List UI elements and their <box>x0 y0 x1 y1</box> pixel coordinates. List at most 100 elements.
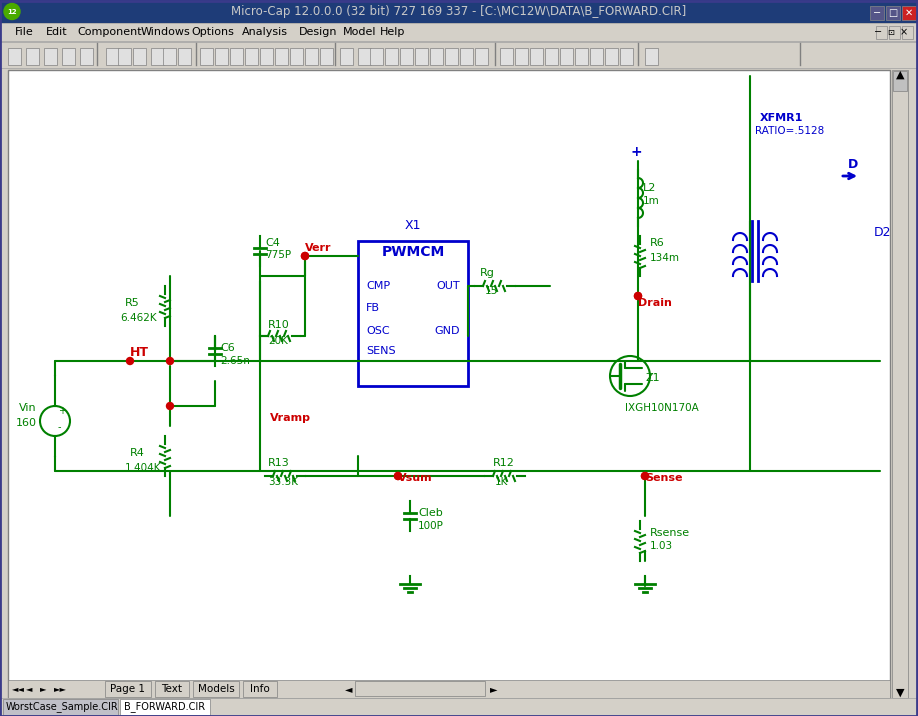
Text: 1K: 1K <box>495 477 509 487</box>
FancyBboxPatch shape <box>0 23 918 41</box>
FancyBboxPatch shape <box>43 47 57 64</box>
Text: RATIO=.5128: RATIO=.5128 <box>755 126 824 136</box>
Text: Model: Model <box>342 27 376 37</box>
Circle shape <box>642 473 648 480</box>
Text: Z1: Z1 <box>645 373 660 383</box>
Circle shape <box>395 473 401 480</box>
FancyBboxPatch shape <box>155 681 189 697</box>
Text: IXGH10N170A: IXGH10N170A <box>625 403 699 413</box>
FancyBboxPatch shape <box>544 47 557 64</box>
FancyBboxPatch shape <box>305 47 318 64</box>
Circle shape <box>127 357 133 364</box>
FancyBboxPatch shape <box>151 47 163 64</box>
FancyBboxPatch shape <box>193 681 239 697</box>
Text: Options: Options <box>191 27 234 37</box>
FancyBboxPatch shape <box>8 70 890 698</box>
FancyBboxPatch shape <box>475 47 487 64</box>
FancyBboxPatch shape <box>370 47 383 64</box>
Text: D2: D2 <box>874 226 891 239</box>
Text: Vramp: Vramp <box>270 413 311 423</box>
FancyBboxPatch shape <box>357 47 371 64</box>
Text: L2: L2 <box>643 183 656 193</box>
FancyBboxPatch shape <box>892 70 908 698</box>
Text: Vsum: Vsum <box>398 473 432 483</box>
FancyBboxPatch shape <box>340 47 353 64</box>
FancyBboxPatch shape <box>118 47 130 64</box>
Text: Text: Text <box>162 684 183 694</box>
Text: 15: 15 <box>485 286 498 296</box>
Text: Component: Component <box>77 27 141 37</box>
Text: SENS: SENS <box>366 346 396 356</box>
FancyBboxPatch shape <box>177 47 191 64</box>
FancyBboxPatch shape <box>385 47 397 64</box>
Text: FB: FB <box>366 303 380 313</box>
Text: Info: Info <box>250 684 270 694</box>
FancyBboxPatch shape <box>530 47 543 64</box>
Text: OUT: OUT <box>436 281 460 291</box>
FancyBboxPatch shape <box>358 241 468 386</box>
FancyBboxPatch shape <box>893 71 907 91</box>
Circle shape <box>395 473 401 480</box>
Text: ►: ► <box>490 684 498 694</box>
Text: C4: C4 <box>265 238 280 248</box>
Text: GND: GND <box>434 326 460 336</box>
Text: ⊡: ⊡ <box>888 28 894 37</box>
Text: 134m: 134m <box>650 253 680 263</box>
FancyBboxPatch shape <box>319 47 332 64</box>
FancyBboxPatch shape <box>106 47 118 64</box>
Text: Edit: Edit <box>46 27 68 37</box>
Circle shape <box>4 4 20 19</box>
Circle shape <box>166 402 174 410</box>
Text: X1: X1 <box>405 219 421 232</box>
FancyBboxPatch shape <box>7 47 20 64</box>
Text: D: D <box>848 158 858 171</box>
FancyBboxPatch shape <box>415 47 428 64</box>
FancyBboxPatch shape <box>0 0 918 23</box>
Text: OSC: OSC <box>366 326 389 336</box>
Text: B_FORWARD.CIR: B_FORWARD.CIR <box>125 702 206 712</box>
FancyBboxPatch shape <box>889 26 900 39</box>
Circle shape <box>634 293 642 299</box>
Text: −: − <box>874 27 882 37</box>
FancyBboxPatch shape <box>870 6 884 20</box>
FancyBboxPatch shape <box>886 6 900 20</box>
Text: ▼: ▼ <box>896 688 904 698</box>
Text: R5: R5 <box>125 298 140 308</box>
Text: ►: ► <box>40 684 47 694</box>
Text: 33.3K: 33.3K <box>268 477 298 487</box>
FancyBboxPatch shape <box>902 26 913 39</box>
FancyBboxPatch shape <box>26 47 39 64</box>
FancyBboxPatch shape <box>199 47 212 64</box>
FancyBboxPatch shape <box>575 47 588 64</box>
Text: Cleb: Cleb <box>418 508 442 518</box>
FancyBboxPatch shape <box>399 47 412 64</box>
Text: 20K: 20K <box>268 336 288 346</box>
Text: +: + <box>58 406 66 416</box>
FancyBboxPatch shape <box>559 47 573 64</box>
Text: Help: Help <box>380 27 406 37</box>
Text: +: + <box>630 145 642 159</box>
Text: 1.404K: 1.404K <box>125 463 162 473</box>
FancyBboxPatch shape <box>430 47 442 64</box>
Text: 1.03: 1.03 <box>650 541 673 551</box>
FancyBboxPatch shape <box>8 680 890 698</box>
FancyBboxPatch shape <box>105 681 151 697</box>
Text: Sense: Sense <box>645 473 682 483</box>
Text: R10: R10 <box>268 320 290 330</box>
FancyBboxPatch shape <box>902 6 916 20</box>
Circle shape <box>634 293 642 299</box>
FancyBboxPatch shape <box>120 699 210 715</box>
FancyBboxPatch shape <box>444 47 457 64</box>
FancyBboxPatch shape <box>499 47 512 64</box>
FancyBboxPatch shape <box>215 47 228 64</box>
Text: 12: 12 <box>7 9 17 14</box>
Text: Vin: Vin <box>19 403 37 413</box>
FancyBboxPatch shape <box>644 47 657 64</box>
FancyBboxPatch shape <box>243 681 277 697</box>
Text: Micro-Cap 12.0.0.0 (32 bit) 727 169 337 - [C:\MC12W\DATA\B_FORWARD.CIR]: Micro-Cap 12.0.0.0 (32 bit) 727 169 337 … <box>231 5 687 18</box>
Text: ►►: ►► <box>54 684 67 694</box>
Text: Rg: Rg <box>480 268 495 278</box>
FancyBboxPatch shape <box>132 47 145 64</box>
Text: R13: R13 <box>268 458 290 468</box>
FancyBboxPatch shape <box>80 47 93 64</box>
